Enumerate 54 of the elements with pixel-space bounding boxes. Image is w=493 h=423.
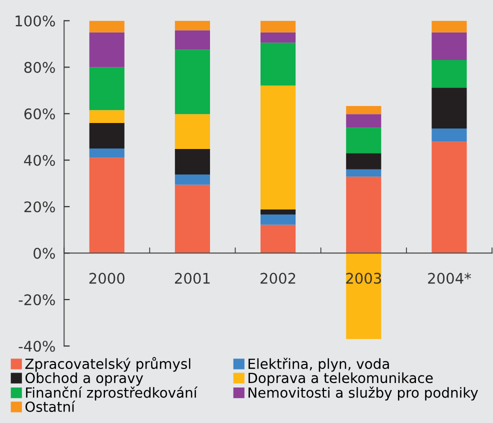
legend-label: Ostatní: [25, 400, 76, 412]
legend-label: Finanční zprostředkování: [26, 386, 198, 401]
bar: [260, 20, 296, 32]
bar: [346, 128, 382, 154]
bar: [432, 32, 467, 60]
bar: [174, 50, 210, 114]
y-tick-label: 60%: [24, 108, 55, 120]
y-tick-label: -20%: [18, 294, 55, 306]
bar: [89, 20, 124, 32]
bar: [346, 114, 382, 128]
bar: [432, 88, 467, 129]
x-tick-label: 2000: [89, 272, 124, 284]
x-tick-label: 2004*: [428, 272, 471, 284]
bar: [174, 20, 210, 30]
bar: [346, 176, 382, 254]
bar: [260, 209, 296, 215]
bar: [260, 32, 296, 43]
legend-label: Doprava a telekomunikace: [248, 372, 433, 386]
bar: [174, 30, 210, 50]
bar: [346, 253, 382, 340]
legend-label: Nemovitosti a služby pro podniky: [248, 386, 478, 401]
bar: [260, 214, 296, 225]
y-tick-label: 40%: [24, 154, 55, 166]
bar: [346, 106, 382, 114]
bar: [174, 148, 210, 175]
bar: [432, 20, 467, 32]
legend-label: Obchod a opravy: [25, 372, 144, 386]
y-tick-label: 80%: [24, 62, 55, 73]
bar: [346, 153, 382, 170]
bar: [432, 142, 467, 254]
legend-label: Elektřina, plyn, voda: [248, 358, 389, 372]
bar: [260, 86, 296, 210]
bar: [89, 122, 124, 149]
y-tick-label: 100%: [16, 15, 55, 26]
y-tick-label: 0%: [34, 248, 55, 259]
x-tick-label: 2002: [260, 272, 296, 284]
bar: [89, 110, 124, 123]
x-tick-label: 2003: [346, 272, 382, 284]
bar: [174, 114, 210, 149]
bar: [260, 224, 296, 254]
y-tick-label: -40%: [18, 340, 55, 352]
bar: [174, 184, 210, 254]
bar: [432, 60, 467, 88]
bar: [89, 148, 124, 158]
bar: [432, 128, 467, 142]
bar: [346, 169, 382, 177]
bar: [89, 67, 124, 110]
bar: [89, 158, 124, 254]
y-tick-label: 20%: [24, 201, 55, 212]
x-tick-label: 2001: [174, 272, 210, 284]
bar: [260, 42, 296, 86]
bar: [174, 174, 210, 185]
bar: [89, 32, 124, 68]
legend-label: Zpracovatelský průmysl: [25, 357, 190, 372]
